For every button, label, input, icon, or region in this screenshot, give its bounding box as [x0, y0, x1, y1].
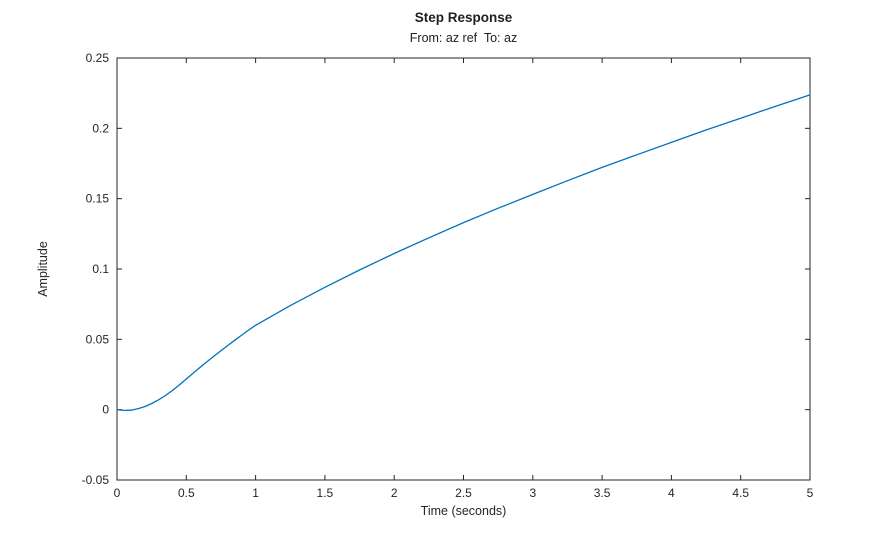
axes-box	[116, 57, 811, 481]
y-tick-label: 0.05	[86, 332, 110, 346]
x-tick-label: 3.5	[594, 486, 611, 500]
x-tick-label: 5	[807, 486, 814, 500]
y-tick-label: 0	[102, 403, 109, 417]
x-axis-label: Time (seconds)	[420, 504, 507, 518]
x-tick-label: 3	[529, 486, 536, 500]
x-tick-label: 1.5	[317, 486, 334, 500]
x-tick-label: 2.5	[455, 486, 472, 500]
step-response-curve	[116, 94, 811, 412]
y-tick-label: 0.2	[92, 121, 109, 135]
y-tick-label: -0.05	[82, 473, 110, 487]
y-tick-label: 0.15	[86, 192, 110, 206]
y-tick-label: 0.25	[86, 51, 110, 65]
x-tick-label: 4	[668, 486, 675, 500]
chart-title: Step Response	[414, 10, 513, 25]
chart-subtitle: From: az ref To: az	[409, 31, 518, 45]
x-tick-label: 0	[114, 486, 121, 500]
x-tick-label: 2	[391, 486, 398, 500]
x-tick-label: 1	[252, 486, 259, 500]
x-tick-label: 0.5	[178, 486, 195, 500]
y-tick-label: 0.1	[92, 262, 109, 276]
x-tick-label: 4.5	[732, 486, 749, 500]
